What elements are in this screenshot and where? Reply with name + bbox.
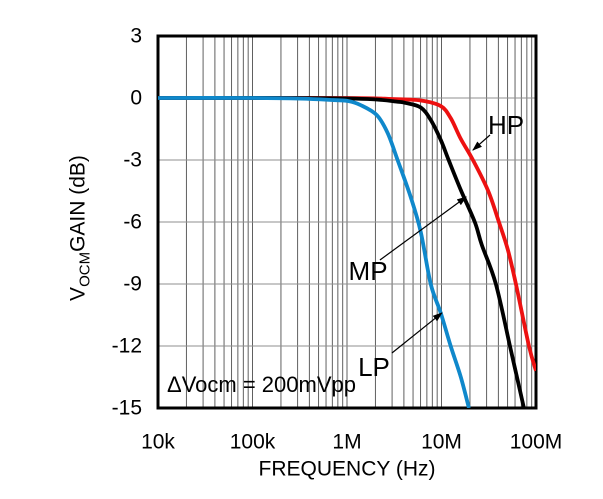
curve-label-arrow-lp	[391, 312, 443, 354]
y-tick-label--15: -15	[111, 396, 142, 420]
curve-lp	[158, 96, 471, 408]
curves	[158, 96, 536, 408]
annotation-delta-vocm: ΔVocm = 200mVpp	[167, 372, 356, 397]
y-tick-label--12: -12	[111, 334, 142, 358]
curve-label-arrow-mp	[379, 196, 467, 261]
x-tick-label-10k: 10k	[141, 430, 175, 454]
y-axis-title-subscript: OCM	[76, 251, 94, 287]
x-tick-label-10M: 10M	[421, 430, 462, 454]
y-axis-title-suffix: GAIN (dB)	[66, 155, 90, 252]
curve-label-arrow-hp	[472, 134, 491, 151]
curve-label-hp: HP	[487, 110, 525, 141]
y-axis-title-prefix: V	[66, 286, 90, 301]
gridlines	[158, 36, 536, 408]
curve-label-mp: MP	[348, 255, 388, 286]
x-tick-label-100k: 100k	[229, 430, 276, 454]
y-axis-title: VOCMGAIN (dB)	[66, 155, 94, 301]
plot-frame	[156, 34, 538, 410]
curve-mp	[158, 96, 526, 408]
y-tick-label--6: -6	[123, 210, 142, 234]
y-tick-label--3: -3	[123, 148, 142, 172]
x-tick-label-1M: 1M	[332, 430, 362, 454]
x-tick-label-100M: 100M	[509, 430, 563, 454]
y-tick-label-0: 0	[130, 86, 142, 110]
curve-label-lp: LP	[358, 352, 390, 383]
y-tick-label-3: 3	[130, 24, 142, 48]
y-tick-label--9: -9	[123, 272, 142, 296]
x-axis-title: FREQUENCY (Hz)	[258, 457, 436, 481]
